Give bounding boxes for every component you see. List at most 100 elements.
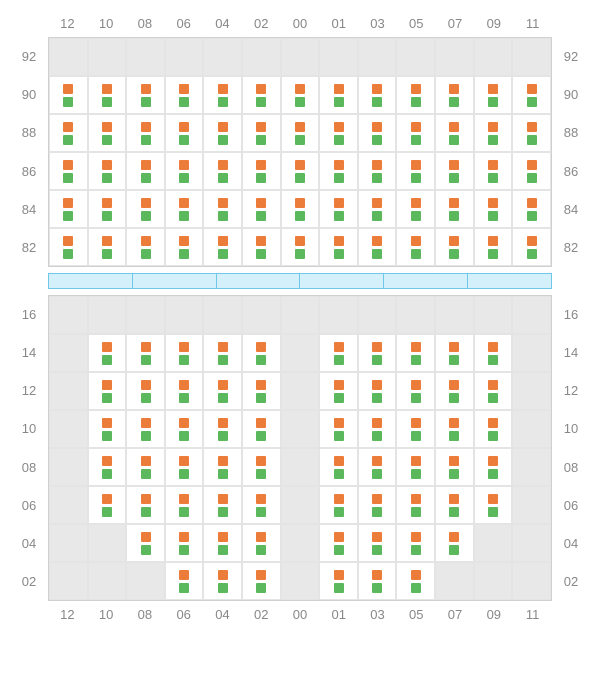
seat-cell[interactable] bbox=[165, 76, 204, 114]
seat-cell[interactable] bbox=[435, 410, 474, 448]
seat-cell[interactable] bbox=[319, 76, 358, 114]
seat-cell[interactable] bbox=[203, 524, 242, 562]
seat-cell[interactable] bbox=[242, 410, 281, 448]
seat-cell[interactable] bbox=[203, 76, 242, 114]
seat-cell[interactable] bbox=[126, 372, 165, 410]
seat-cell[interactable] bbox=[126, 486, 165, 524]
seat-cell[interactable] bbox=[396, 190, 435, 228]
seat-cell[interactable] bbox=[126, 152, 165, 190]
seat-cell[interactable] bbox=[49, 228, 88, 266]
seat-cell[interactable] bbox=[203, 486, 242, 524]
seat-cell[interactable] bbox=[88, 152, 127, 190]
seat-cell[interactable] bbox=[435, 190, 474, 228]
seat-cell[interactable] bbox=[396, 410, 435, 448]
seat-cell[interactable] bbox=[396, 524, 435, 562]
seat-cell[interactable] bbox=[319, 190, 358, 228]
seat-cell[interactable] bbox=[358, 448, 397, 486]
seat-cell[interactable] bbox=[319, 152, 358, 190]
seat-cell[interactable] bbox=[512, 152, 551, 190]
seat-cell[interactable] bbox=[88, 76, 127, 114]
seat-cell[interactable] bbox=[203, 152, 242, 190]
seat-cell[interactable] bbox=[126, 448, 165, 486]
seat-cell[interactable] bbox=[396, 486, 435, 524]
seat-cell[interactable] bbox=[358, 562, 397, 600]
seat-cell[interactable] bbox=[49, 152, 88, 190]
seat-cell[interactable] bbox=[165, 114, 204, 152]
seat-cell[interactable] bbox=[281, 190, 320, 228]
seat-cell[interactable] bbox=[165, 228, 204, 266]
seat-cell[interactable] bbox=[126, 334, 165, 372]
seat-cell[interactable] bbox=[203, 334, 242, 372]
seat-cell[interactable] bbox=[88, 448, 127, 486]
seat-cell[interactable] bbox=[165, 486, 204, 524]
seat-cell[interactable] bbox=[474, 152, 513, 190]
seat-cell[interactable] bbox=[126, 114, 165, 152]
seat-cell[interactable] bbox=[88, 372, 127, 410]
seat-cell[interactable] bbox=[203, 114, 242, 152]
seat-cell[interactable] bbox=[474, 114, 513, 152]
seat-cell[interactable] bbox=[435, 228, 474, 266]
seat-cell[interactable] bbox=[203, 190, 242, 228]
seat-cell[interactable] bbox=[319, 228, 358, 266]
seat-cell[interactable] bbox=[474, 448, 513, 486]
seat-cell[interactable] bbox=[126, 228, 165, 266]
seat-cell[interactable] bbox=[474, 410, 513, 448]
seat-cell[interactable] bbox=[242, 524, 281, 562]
seat-cell[interactable] bbox=[203, 410, 242, 448]
seat-cell[interactable] bbox=[242, 448, 281, 486]
seat-cell[interactable] bbox=[512, 76, 551, 114]
seat-cell[interactable] bbox=[358, 152, 397, 190]
seat-cell[interactable] bbox=[165, 372, 204, 410]
seat-cell[interactable] bbox=[358, 228, 397, 266]
seat-cell[interactable] bbox=[49, 76, 88, 114]
seat-cell[interactable] bbox=[203, 228, 242, 266]
seat-cell[interactable] bbox=[319, 562, 358, 600]
seat-cell[interactable] bbox=[358, 114, 397, 152]
seat-cell[interactable] bbox=[474, 76, 513, 114]
seat-cell[interactable] bbox=[319, 486, 358, 524]
seat-cell[interactable] bbox=[358, 190, 397, 228]
seat-cell[interactable] bbox=[203, 448, 242, 486]
seat-cell[interactable] bbox=[242, 190, 281, 228]
seat-cell[interactable] bbox=[319, 334, 358, 372]
seat-cell[interactable] bbox=[281, 114, 320, 152]
seat-cell[interactable] bbox=[126, 410, 165, 448]
seat-cell[interactable] bbox=[165, 152, 204, 190]
seat-cell[interactable] bbox=[88, 114, 127, 152]
seat-cell[interactable] bbox=[165, 334, 204, 372]
seat-cell[interactable] bbox=[396, 562, 435, 600]
seat-cell[interactable] bbox=[396, 152, 435, 190]
seat-cell[interactable] bbox=[474, 334, 513, 372]
seat-cell[interactable] bbox=[435, 486, 474, 524]
seat-cell[interactable] bbox=[165, 562, 204, 600]
seat-cell[interactable] bbox=[281, 228, 320, 266]
seat-cell[interactable] bbox=[319, 410, 358, 448]
seat-cell[interactable] bbox=[88, 486, 127, 524]
seat-cell[interactable] bbox=[474, 228, 513, 266]
seat-cell[interactable] bbox=[396, 76, 435, 114]
seat-cell[interactable] bbox=[512, 228, 551, 266]
seat-cell[interactable] bbox=[319, 448, 358, 486]
seat-cell[interactable] bbox=[88, 410, 127, 448]
seat-cell[interactable] bbox=[165, 524, 204, 562]
seat-cell[interactable] bbox=[281, 76, 320, 114]
seat-cell[interactable] bbox=[396, 372, 435, 410]
seat-cell[interactable] bbox=[165, 410, 204, 448]
seat-cell[interactable] bbox=[512, 114, 551, 152]
seat-cell[interactable] bbox=[281, 152, 320, 190]
seat-cell[interactable] bbox=[396, 228, 435, 266]
seat-cell[interactable] bbox=[242, 114, 281, 152]
seat-cell[interactable] bbox=[242, 486, 281, 524]
seat-cell[interactable] bbox=[435, 334, 474, 372]
seat-cell[interactable] bbox=[358, 524, 397, 562]
seat-cell[interactable] bbox=[474, 190, 513, 228]
seat-cell[interactable] bbox=[435, 448, 474, 486]
seat-cell[interactable] bbox=[126, 76, 165, 114]
seat-cell[interactable] bbox=[126, 190, 165, 228]
seat-cell[interactable] bbox=[242, 76, 281, 114]
seat-cell[interactable] bbox=[358, 372, 397, 410]
seat-cell[interactable] bbox=[49, 114, 88, 152]
seat-cell[interactable] bbox=[88, 190, 127, 228]
seat-cell[interactable] bbox=[396, 334, 435, 372]
seat-cell[interactable] bbox=[242, 372, 281, 410]
